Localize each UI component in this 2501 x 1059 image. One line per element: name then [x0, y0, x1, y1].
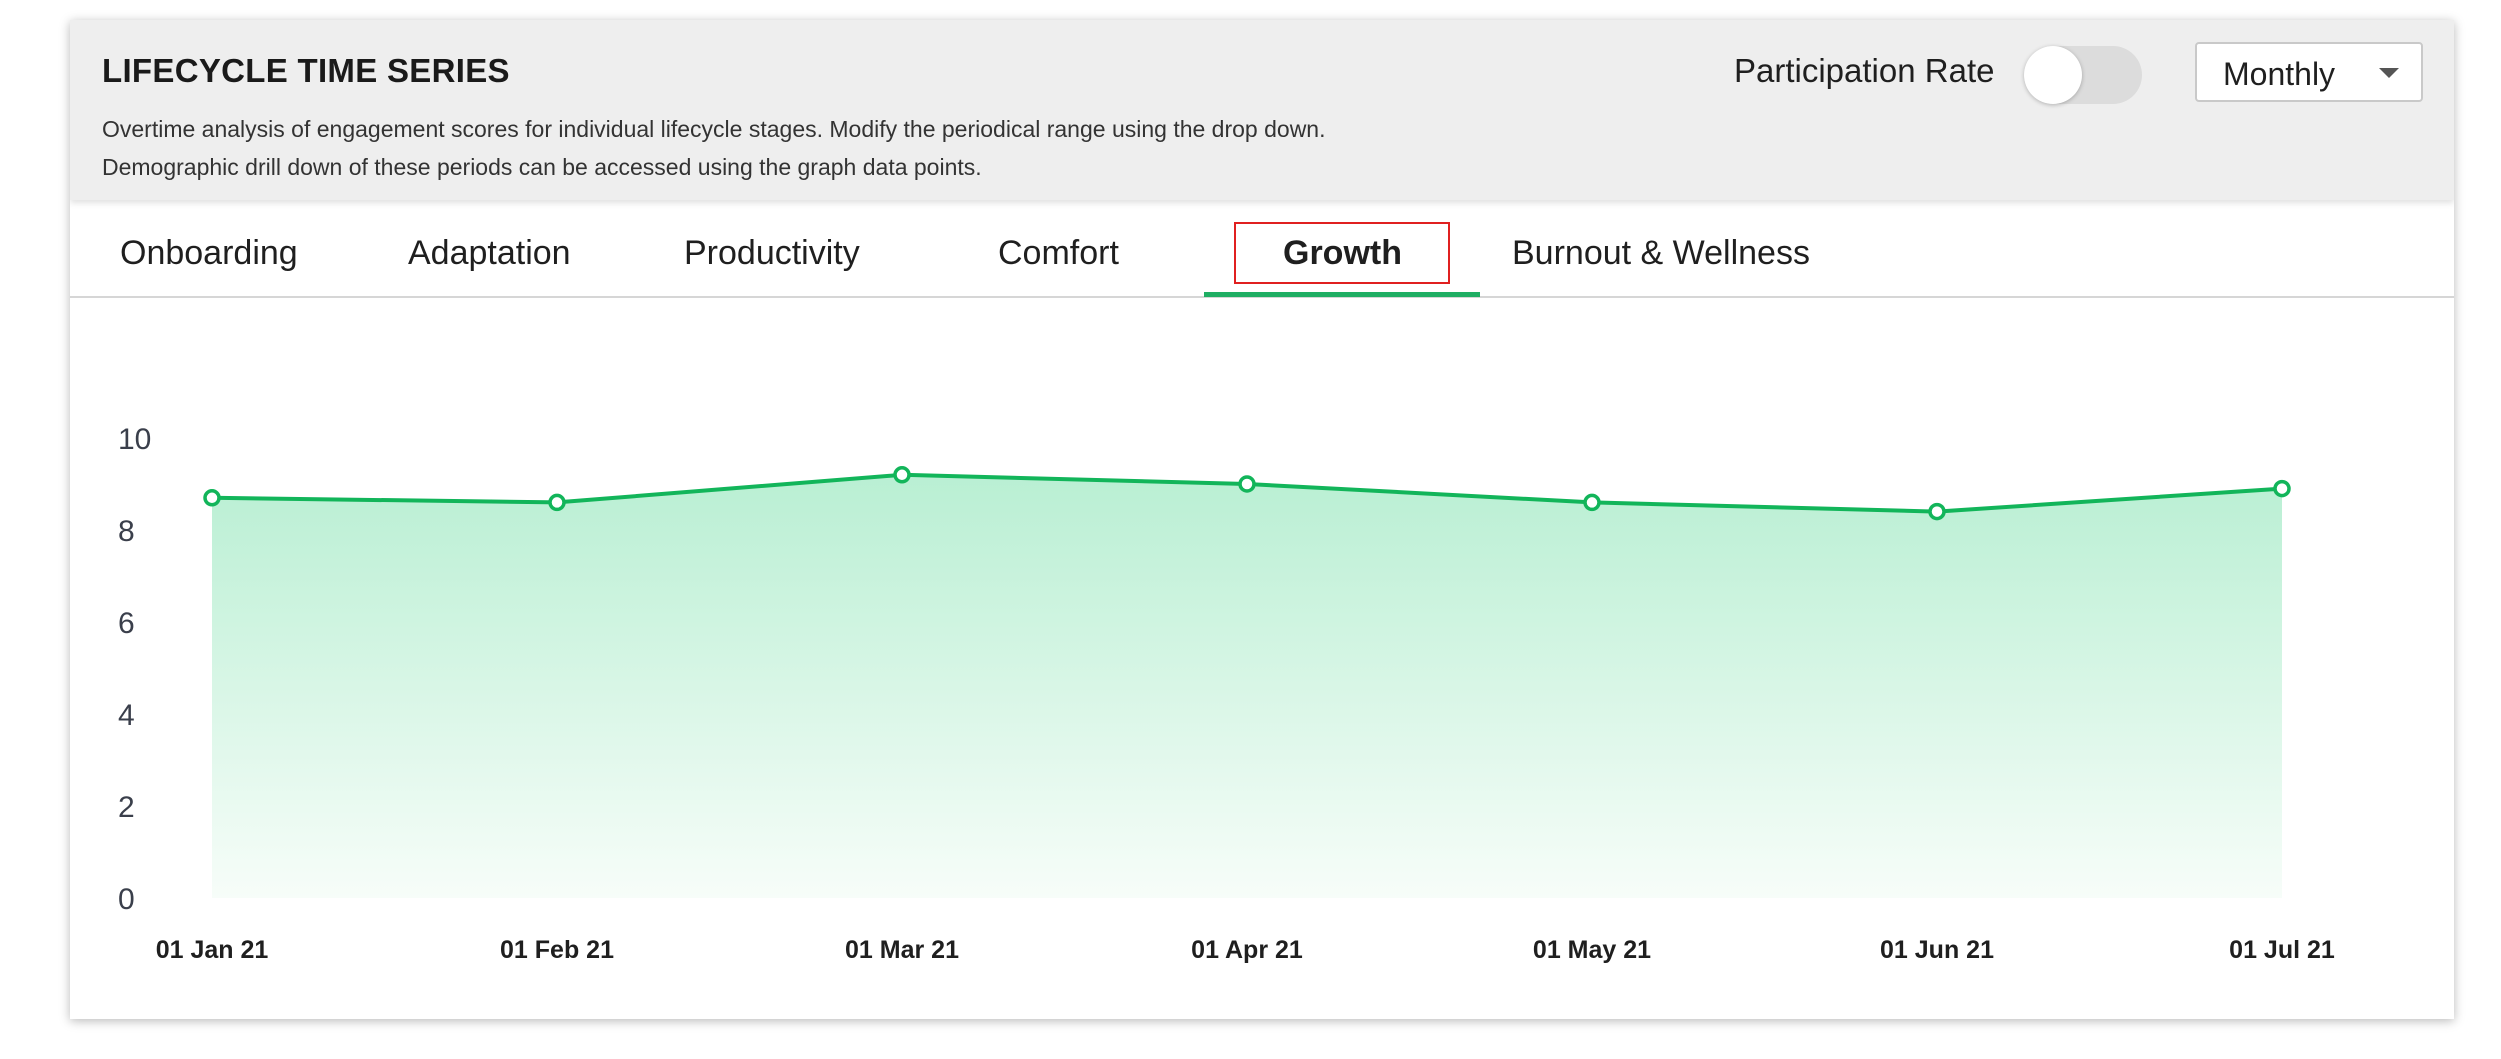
- period-select-value: Monthly: [2223, 56, 2336, 92]
- tab-growth[interactable]: Growth: [1283, 234, 1402, 272]
- tab-adaptation[interactable]: Adaptation: [408, 234, 571, 272]
- period-select[interactable]: Monthly: [2195, 42, 2423, 102]
- tab-comfort[interactable]: Comfort: [998, 234, 1119, 272]
- data-point[interactable]: [893, 466, 911, 484]
- data-point[interactable]: [2273, 479, 2291, 498]
- y-tick-label: 6: [118, 607, 135, 640]
- x-tick-label: 01 Jul 21: [2229, 936, 2335, 964]
- x-tick-label: 01 Feb 21: [500, 936, 614, 964]
- chart-svg: 10 8 6 4 2 0 01 Jan 21 01 Feb 21 01 Mar 21 01 Ap…: [118, 423, 2335, 964]
- active-tab-underline: [1204, 292, 1480, 297]
- y-tick-label: 2: [118, 791, 135, 824]
- participation-rate-label: Participation Rate: [1734, 52, 1995, 89]
- points-layer: [203, 466, 2291, 521]
- area-layer: [212, 474, 2282, 898]
- data-point[interactable]: [1928, 502, 1946, 521]
- x-tick-label: 01 Jun 21: [1880, 936, 1994, 964]
- growth-time-series-chart: 10 8 6 4 2 0 01 Jan 21 01 Feb 21 01 Mar 21 01 Ap…: [70, 298, 2454, 1019]
- chevron-down-icon: [2379, 68, 2399, 78]
- active-tab-highlight-box: [1234, 222, 1450, 284]
- tab-burnout-wellness[interactable]: Burnout & Wellness: [1512, 234, 1810, 272]
- toggle-knob: [2024, 46, 2082, 104]
- card-header: LIFECYCLE TIME SERIES Overtime analysis …: [70, 20, 2454, 200]
- x-tick-label: 01 Apr 21: [1191, 936, 1303, 964]
- series-area: [212, 474, 2282, 898]
- y-tick-label: 8: [118, 515, 135, 548]
- tab-onboarding[interactable]: Onboarding: [120, 234, 298, 272]
- data-point[interactable]: [203, 489, 221, 507]
- data-point[interactable]: [1583, 493, 1601, 512]
- y-axis: 10 8 6 4 2 0: [118, 423, 151, 916]
- card-title: LIFECYCLE TIME SERIES: [102, 52, 510, 89]
- x-tick-label: 01 Mar 21: [845, 936, 959, 964]
- lifecycle-time-series-card: LIFECYCLE TIME SERIES Overtime analysis …: [70, 20, 2454, 1019]
- card-description-line-2: Demographic drill down of these periods …: [102, 154, 982, 180]
- data-point[interactable]: [548, 493, 566, 512]
- participation-rate-toggle[interactable]: [2024, 46, 2142, 104]
- data-point[interactable]: [1238, 475, 1256, 493]
- card-description-line-1: Overtime analysis of engagement scores f…: [102, 116, 1326, 142]
- y-tick-label: 4: [118, 699, 135, 732]
- x-tick-label: 01 Jan 21: [156, 936, 269, 964]
- y-tick-label: 10: [118, 423, 151, 456]
- x-axis: 01 Jan 21 01 Feb 21 01 Mar 21 01 Apr 21 01 M…: [156, 936, 2335, 964]
- x-tick-label: 01 May 21: [1533, 936, 1651, 964]
- y-tick-label: 0: [118, 883, 135, 916]
- tab-productivity[interactable]: Productivity: [684, 234, 860, 272]
- lifecycle-tabs: Onboarding Adaptation Productivity Comfo…: [70, 200, 2454, 298]
